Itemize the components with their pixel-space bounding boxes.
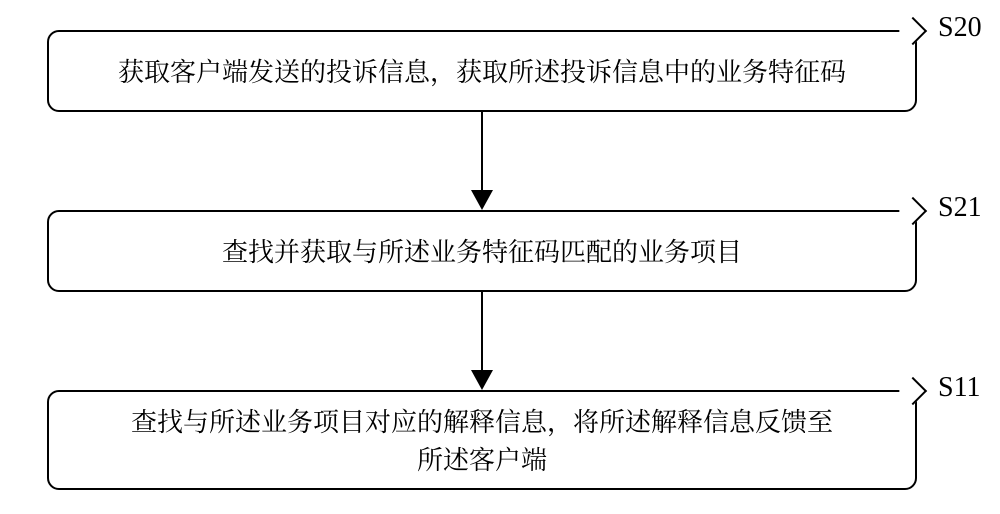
flow-step-text: 查找并获取与所述业务特征码匹配的业务项目	[222, 232, 742, 270]
flow-arrow	[460, 292, 504, 390]
flowchart-canvas: 获取客户端发送的投诉信息，获取所述投诉信息中的业务特征码 S20 查找并获取与所述业…	[0, 0, 1000, 514]
flow-step-label-s11: S11	[938, 372, 981, 404]
flow-step-text: 获取客户端发送的投诉信息，获取所述投诉信息中的业务特征码	[118, 52, 846, 90]
flow-step-s20: 获取客户端发送的投诉信息，获取所述投诉信息中的业务特征码	[47, 30, 917, 112]
flow-step-s21: 查找并获取与所述业务特征码匹配的业务项目	[47, 210, 917, 292]
flow-step-text: 查找与所述业务项目对应的解释信息，将所述解释信息反馈至所述客户端	[131, 402, 833, 477]
flow-step-label-s20: S20	[938, 12, 982, 44]
flow-arrow	[460, 112, 504, 210]
flow-step-label-s21: S21	[938, 192, 982, 224]
flow-step-s11: 查找与所述业务项目对应的解释信息，将所述解释信息反馈至所述客户端	[47, 390, 917, 490]
